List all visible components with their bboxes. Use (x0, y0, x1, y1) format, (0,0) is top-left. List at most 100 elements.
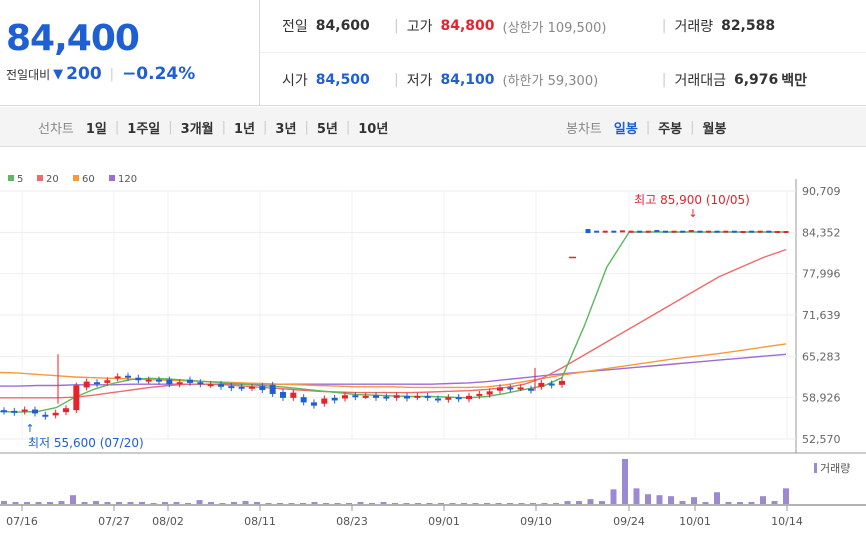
candle (749, 230, 755, 233)
volume-bar (1, 501, 7, 504)
volume-value: 82,588 (721, 18, 776, 34)
legend-label: 5 (17, 174, 23, 185)
divider: | (645, 119, 651, 135)
volume-bar (162, 502, 168, 504)
volume-bar (380, 502, 387, 504)
open-label: 시가 (282, 72, 308, 89)
candle (538, 382, 545, 387)
up-arrow-icon: ↑ (25, 422, 34, 435)
volume-bar (47, 502, 53, 504)
candle (455, 397, 462, 400)
legend-swatch (73, 175, 79, 181)
candle (714, 230, 720, 233)
volume-bar (369, 503, 375, 504)
candle (373, 395, 379, 398)
candle (176, 382, 183, 385)
info-row-2: 시가 84,500 | 저가 84,100 (하한가 59,300) | 거래대… (260, 53, 866, 106)
tab-10y[interactable]: 10년 (358, 121, 389, 137)
volume-bar (70, 495, 76, 504)
lower-limit-note: (하한가 59,300) (502, 74, 599, 89)
volume-bar (576, 501, 582, 504)
volume-bar (139, 502, 145, 504)
tab-1w[interactable]: 1주일 (127, 121, 161, 137)
candle (507, 387, 514, 390)
candle (435, 398, 441, 401)
volume-bar (242, 501, 249, 504)
volume-bar (691, 497, 697, 504)
divider: | (394, 71, 399, 88)
volume-bar (127, 502, 134, 504)
y-tick-label: 65,283 (802, 350, 841, 363)
candle (114, 376, 121, 379)
tab-monthly[interactable]: 월봉 (702, 121, 727, 137)
volume-bar (725, 502, 732, 504)
y-tick-label: 58,926 (802, 392, 841, 405)
legend-label: 60 (82, 174, 95, 185)
volume-bar (208, 502, 214, 504)
volume-bar (714, 492, 720, 504)
candle (145, 379, 152, 382)
candle (466, 395, 472, 400)
candle (766, 230, 772, 233)
candle (662, 230, 668, 233)
volume-bar (277, 503, 283, 504)
divider: | (168, 119, 173, 135)
candle (706, 230, 712, 233)
candle (1, 410, 7, 413)
candle (757, 230, 763, 233)
candle (104, 380, 111, 383)
tab-1y[interactable]: 1년 (234, 121, 256, 137)
tab-daily[interactable]: 일봉 (613, 121, 638, 137)
volume-bar (495, 503, 502, 504)
tab-weekly[interactable]: 주봉 (658, 121, 683, 137)
candle (52, 412, 59, 416)
candle (228, 386, 235, 389)
candle (94, 382, 100, 385)
volume-bar (771, 501, 778, 504)
volume-label: 거래량 (674, 19, 714, 35)
candle (497, 387, 503, 391)
candle (723, 230, 729, 233)
volume-bar (484, 503, 490, 504)
volume-bar (173, 502, 180, 504)
y-tick-label: 77,996 (802, 268, 841, 281)
tab-5y[interactable]: 5년 (316, 121, 338, 137)
volume-bar (507, 503, 513, 504)
legend-label: 20 (46, 174, 59, 185)
tab-3y[interactable]: 3년 (275, 121, 297, 137)
candle (73, 385, 80, 411)
tab-1d[interactable]: 1일 (85, 121, 107, 137)
x-tick-label: 08/02 (152, 515, 184, 528)
volume-bar (254, 502, 260, 504)
change-percent: −0.24% (122, 64, 196, 84)
volume-bar (610, 489, 617, 504)
price-box: 84,400 전일대비 ▼ 200 | −0.24% (0, 0, 260, 106)
candle (331, 397, 338, 401)
candle (269, 384, 276, 394)
candle (32, 409, 38, 414)
candle (311, 402, 317, 406)
candle (259, 386, 266, 391)
volume-bar (783, 488, 789, 504)
volume-bar (357, 502, 364, 504)
candle (697, 230, 703, 233)
amount-label: 거래대금 (674, 72, 726, 89)
legend-swatch (37, 175, 43, 181)
volume-bar (392, 503, 398, 504)
volume-bar (702, 502, 709, 504)
divider: | (114, 119, 120, 135)
candle (628, 230, 634, 233)
candle (280, 391, 286, 398)
candle (637, 230, 643, 233)
high-value: 84,800 (440, 18, 495, 34)
x-tick-label: 09/01 (428, 515, 460, 528)
candle (445, 397, 452, 400)
volume-bar (24, 502, 30, 504)
candle (342, 395, 348, 399)
high-label: 고가 (406, 19, 433, 35)
tab-3m[interactable]: 3개월 (180, 121, 214, 137)
x-tick-label: 10/14 (771, 515, 803, 528)
x-tick-label: 08/11 (244, 515, 276, 528)
legend-swatch (109, 175, 115, 181)
divider: | (661, 71, 667, 88)
